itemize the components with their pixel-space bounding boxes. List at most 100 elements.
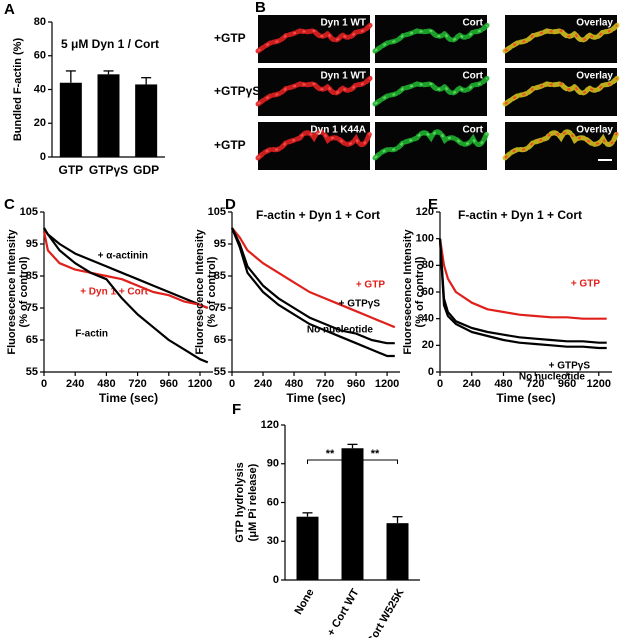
y-tick-label: 85 bbox=[214, 270, 226, 282]
y-tick-label: 95 bbox=[214, 238, 226, 250]
y-tick-label: 60 bbox=[422, 286, 434, 298]
y-axis-label: (% of control) bbox=[414, 256, 426, 327]
x-tick-label: 0 bbox=[41, 378, 47, 390]
x-axis-label: Time (sec) bbox=[99, 391, 158, 405]
series-label: + α-actinin bbox=[98, 251, 148, 262]
micrograph-label: Cort bbox=[462, 71, 483, 82]
micrograph-label: Dyn 1 WT bbox=[320, 71, 366, 82]
chart-title: 5 μM Dyn 1 / Cort bbox=[61, 37, 159, 51]
series-label: No nucleotide bbox=[519, 372, 586, 383]
y-tick-label: 60 bbox=[267, 496, 279, 508]
micrograph bbox=[375, 15, 487, 63]
micrograph-label: Overlay bbox=[576, 18, 613, 29]
x-tick-label: + Cort W525K bbox=[360, 587, 406, 638]
series-label: + GTP bbox=[571, 279, 601, 290]
x-tick-label: 480 bbox=[97, 378, 115, 390]
y-axis-label: (% of control) bbox=[206, 256, 218, 327]
y-axis-label: Fluoresecence Intensity bbox=[194, 228, 206, 354]
x-tick-label: 720 bbox=[526, 378, 544, 390]
y-tick-label: 55 bbox=[26, 366, 38, 378]
filament-highlight bbox=[257, 77, 371, 105]
x-axis-label: Time (sec) bbox=[286, 391, 345, 405]
micrograph-label: Cort bbox=[462, 18, 483, 29]
x-tick-label: 960 bbox=[160, 378, 178, 390]
y-tick-label: 105 bbox=[208, 206, 226, 218]
x-tick-label: 720 bbox=[128, 378, 146, 390]
x-tick-label: 960 bbox=[558, 378, 576, 390]
x-tick-label: 0 bbox=[437, 378, 443, 390]
y-tick-label: 0 bbox=[273, 574, 279, 586]
y-axis-label: (% of control) bbox=[18, 256, 30, 327]
x-tick-label: None bbox=[292, 587, 316, 617]
y-tick-label: 0 bbox=[428, 366, 434, 378]
filament-highlight bbox=[257, 130, 371, 159]
series-label: + GTP bbox=[356, 280, 386, 291]
series-label: F-actin bbox=[75, 329, 108, 340]
y-axis-label: Fluoresecence Intensity bbox=[402, 228, 414, 354]
filament-highlight bbox=[374, 24, 488, 52]
micrograph-label: Dyn 1 WT bbox=[320, 18, 366, 29]
filament-highlight bbox=[374, 130, 488, 159]
filament-highlight bbox=[374, 77, 488, 105]
y-tick-label: 40 bbox=[34, 83, 46, 95]
series-label: + GTPγS bbox=[339, 299, 381, 310]
y-tick-label: 120 bbox=[261, 419, 279, 431]
x-tick-label: 0 bbox=[229, 378, 235, 390]
x-axis-label: Time (sec) bbox=[496, 391, 555, 405]
series-line bbox=[43, 227, 209, 310]
x-tick-label: 1200 bbox=[375, 378, 399, 390]
y-axis-label: (μM Pi release) bbox=[247, 463, 259, 541]
micrograph-label: Overlay bbox=[576, 125, 613, 136]
filament-highlight bbox=[504, 24, 618, 52]
condition-label: +GTP bbox=[214, 31, 246, 45]
series-label: No nucleotide bbox=[307, 325, 374, 336]
bar bbox=[386, 523, 409, 580]
x-tick-label: 240 bbox=[66, 378, 84, 390]
y-axis-label: Bundled F-actin (%) bbox=[12, 38, 24, 142]
y-tick-label: 80 bbox=[34, 16, 46, 28]
bar bbox=[341, 448, 364, 580]
series-line bbox=[438, 238, 607, 350]
bar bbox=[59, 82, 82, 157]
micrograph bbox=[258, 68, 370, 116]
y-tick-label: 0 bbox=[40, 151, 46, 163]
y-tick-label: 85 bbox=[26, 270, 38, 282]
series-line bbox=[230, 227, 395, 358]
y-tick-label: 65 bbox=[26, 334, 38, 346]
panel-letter: E bbox=[428, 196, 438, 213]
x-tick-label: 240 bbox=[254, 378, 272, 390]
bar bbox=[135, 84, 158, 157]
x-tick-label: 1200 bbox=[188, 378, 212, 390]
series-line bbox=[438, 238, 607, 344]
chart-title: F-actin + Dyn 1 + Cort bbox=[458, 208, 582, 222]
y-tick-label: 105 bbox=[20, 206, 38, 218]
series-label: + GTPγS bbox=[549, 361, 591, 372]
significance-label: ** bbox=[326, 448, 335, 460]
micrograph-label: Overlay bbox=[576, 71, 613, 82]
y-tick-label: 60 bbox=[34, 50, 46, 62]
panel-letter: A bbox=[4, 1, 15, 18]
significance-label: ** bbox=[371, 448, 380, 460]
y-tick-label: 75 bbox=[214, 302, 226, 314]
series-line bbox=[42, 230, 209, 310]
series-line bbox=[43, 227, 209, 364]
x-tick-label: 480 bbox=[285, 378, 303, 390]
x-tick-label: 240 bbox=[463, 378, 481, 390]
series-label: + Dyn 1 + Cort bbox=[80, 287, 148, 298]
series-line bbox=[438, 238, 607, 320]
y-axis-label: GTP hydrolysis bbox=[234, 462, 246, 543]
y-tick-label: 65 bbox=[214, 334, 226, 346]
chart-title: F-actin + Dyn 1 + Cort bbox=[256, 208, 380, 222]
panel-f: F 0 30 60 90 120 GTP hydrolysis (μM Pi release)… bbox=[232, 401, 420, 638]
y-tick-label: 30 bbox=[267, 535, 279, 547]
x-tick-label: 1200 bbox=[587, 378, 611, 390]
condition-label: +GTPγS bbox=[214, 84, 260, 98]
x-tick-label: GTP bbox=[58, 163, 83, 177]
y-tick-label: 75 bbox=[26, 302, 38, 314]
micrograph bbox=[505, 15, 617, 63]
filament-highlight bbox=[504, 130, 618, 159]
